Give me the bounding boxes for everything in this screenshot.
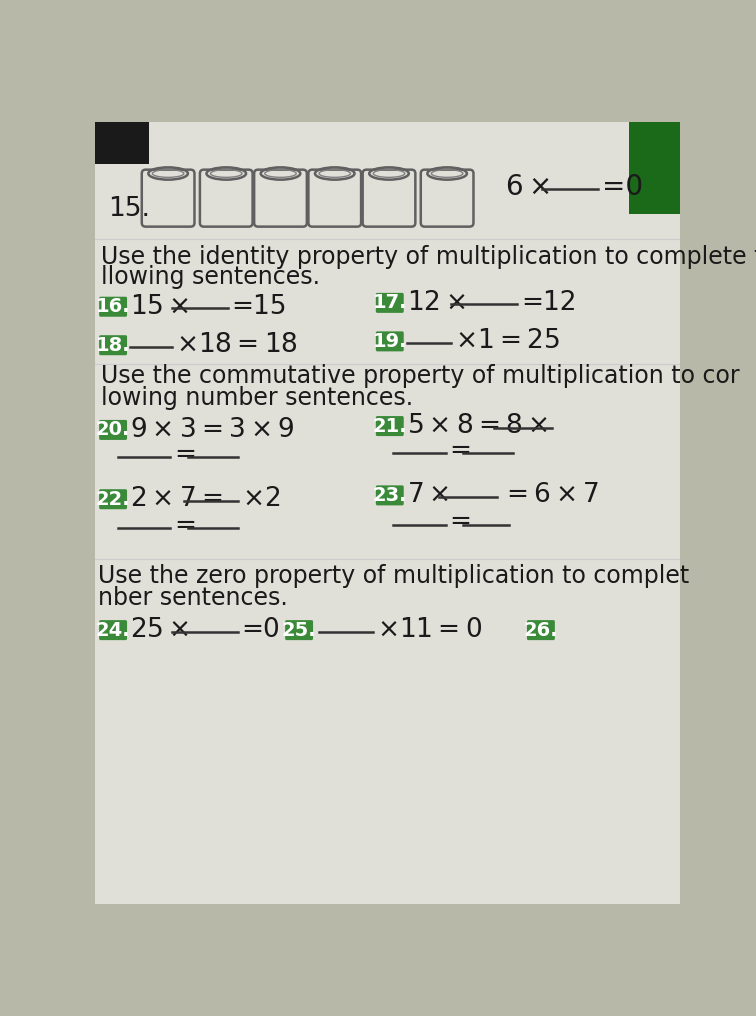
FancyBboxPatch shape — [376, 293, 404, 313]
FancyBboxPatch shape — [99, 620, 127, 640]
FancyBboxPatch shape — [99, 420, 127, 440]
Text: $15\times$: $15\times$ — [130, 294, 189, 320]
Text: $\times18=18$: $\times18=18$ — [176, 332, 298, 359]
FancyBboxPatch shape — [629, 122, 680, 214]
Text: 22.: 22. — [96, 490, 131, 509]
Text: =: = — [450, 509, 472, 535]
Text: nber sentences.: nber sentences. — [98, 586, 288, 610]
Text: Use the zero property of multiplication to complet: Use the zero property of multiplication … — [98, 564, 689, 588]
Text: =0: =0 — [242, 617, 280, 643]
Text: 17.: 17. — [373, 294, 407, 312]
Text: 20.: 20. — [96, 421, 130, 439]
Text: 19.: 19. — [373, 332, 407, 351]
Text: Use the identity property of multiplication to complete the: Use the identity property of multiplicat… — [101, 245, 756, 268]
Text: 24.: 24. — [96, 621, 131, 640]
Text: =: = — [450, 438, 472, 463]
Text: $\times2$: $\times2$ — [242, 487, 280, 512]
Text: =12: =12 — [521, 290, 576, 316]
Text: 23.: 23. — [373, 486, 407, 505]
Text: $7\times$: $7\times$ — [407, 483, 449, 508]
Text: =0: =0 — [602, 174, 643, 201]
Text: =: = — [175, 442, 197, 467]
FancyBboxPatch shape — [376, 331, 404, 352]
Text: llowing sentences.: llowing sentences. — [101, 265, 320, 290]
Text: $\times1=25$: $\times1=25$ — [455, 328, 559, 355]
FancyBboxPatch shape — [99, 297, 127, 317]
FancyBboxPatch shape — [99, 335, 127, 356]
Text: Use the commutative property of multiplication to cor: Use the commutative property of multipli… — [101, 364, 739, 388]
FancyBboxPatch shape — [376, 417, 404, 436]
Text: $25\times$: $25\times$ — [130, 617, 189, 643]
Text: $6\times$: $6\times$ — [505, 174, 550, 201]
Text: 15.: 15. — [108, 196, 150, 221]
Text: $=6\times7$: $=6\times7$ — [501, 483, 600, 508]
Text: 25.: 25. — [282, 621, 317, 640]
FancyBboxPatch shape — [94, 122, 149, 165]
Text: 21.: 21. — [373, 417, 407, 436]
Text: $\times11=0$: $\times11=0$ — [377, 617, 482, 643]
Text: $12\times$: $12\times$ — [407, 290, 466, 316]
FancyBboxPatch shape — [527, 620, 555, 640]
FancyBboxPatch shape — [99, 490, 127, 509]
Text: 16.: 16. — [96, 298, 131, 316]
FancyBboxPatch shape — [285, 620, 313, 640]
Text: 18.: 18. — [96, 335, 131, 355]
Text: lowing number sentences.: lowing number sentences. — [101, 386, 413, 409]
Text: =15: =15 — [231, 294, 287, 320]
Text: 26.: 26. — [524, 621, 558, 640]
Text: $5\times8=8\times$: $5\times8=8\times$ — [407, 414, 547, 439]
Text: $2\times7=$: $2\times7=$ — [130, 487, 222, 512]
FancyBboxPatch shape — [94, 122, 680, 904]
FancyBboxPatch shape — [376, 486, 404, 505]
Text: =: = — [175, 513, 197, 539]
Text: $9\times3=3\times9$: $9\times3=3\times9$ — [130, 417, 295, 443]
